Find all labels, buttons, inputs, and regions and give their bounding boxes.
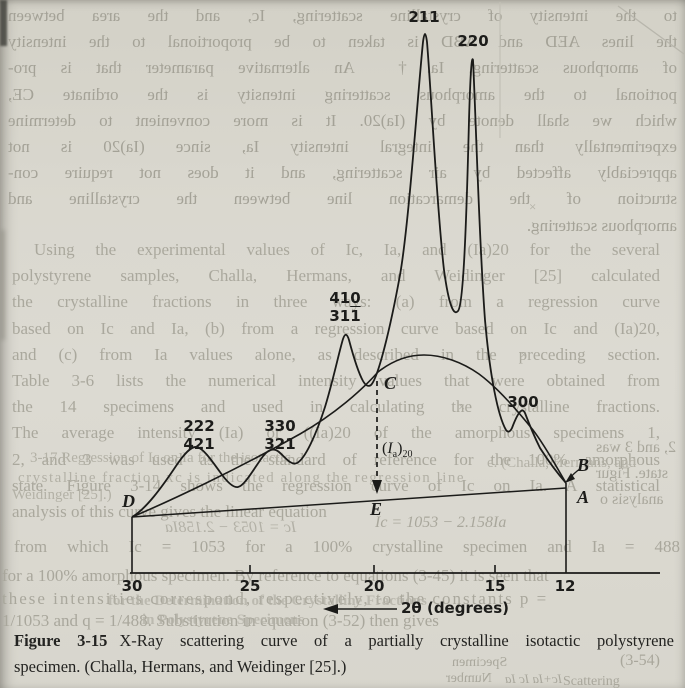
- ghost-table-header: Scattering: [563, 674, 620, 688]
- point-label-B: B: [577, 455, 590, 475]
- ghost-reverse-caption-line2: crystalline fraction xc is indicated alo…: [18, 470, 466, 486]
- arrowhead-E: [372, 480, 382, 494]
- peak-label-421: 421: [183, 435, 215, 453]
- x-tick-25: 25: [239, 577, 261, 595]
- ghost-text-line: the 14 specimens and used in calculating…: [12, 397, 660, 417]
- peak-label-311-main: 31: [329, 307, 351, 325]
- figure-caption-line2: specimen. (Challa, Hermans, and Weidinge…: [14, 657, 347, 676]
- ordinate-label-symbol: I: [387, 440, 393, 457]
- figure-caption-line1: Figure 3-15 X-Ray scattering curve of a p…: [14, 630, 674, 652]
- ghost-text-line: and (c) from Ia values alone, as describ…: [12, 344, 660, 364]
- x-axis-ticks: [249, 565, 496, 573]
- ghost-bottom-line: these intensities correspond, respective…: [2, 589, 549, 608]
- ordinate-label-sub-a: a: [392, 449, 398, 461]
- ghost-text-line: Table 3-6 lists the numerical intensity …: [12, 370, 660, 390]
- ghost-bottom-line: 1/1053 and q = 1/488. Substitution in eq…: [2, 611, 439, 630]
- point-label-D: D: [122, 491, 135, 511]
- ghost-bottom-line: for a 100% amorphous specimen. By refere…: [2, 566, 549, 585]
- figure-caption-text: X-Ray scattering curve of a partially cr…: [119, 631, 675, 650]
- x-tick-20: 20: [363, 577, 385, 595]
- peak-label-300: 300: [507, 393, 539, 411]
- ghost-text-line: based on Ic and Ia, (b) from a regressio…: [12, 318, 660, 338]
- ghost-bottom-line: from which Ic = 1053 for a 100% crystall…: [14, 537, 680, 556]
- ghost-text-line: Using the experimental values of Ic, Ia,…: [34, 240, 660, 259]
- ghost-table-title: for the Determination of the Crystalline…: [108, 593, 427, 609]
- arrowhead-B: [565, 473, 575, 483]
- ordinate-label-paren: (: [382, 440, 388, 457]
- point-label-C: C: [384, 373, 397, 393]
- ghost-text-line: polystyrene samples, Challa, Hermans, an…: [12, 266, 660, 286]
- showthrough-paragraph-2: Using the experimental values of Ic, Ia,…: [12, 237, 660, 525]
- peak-label-321: 321: [264, 435, 296, 453]
- x-tick-30: 30: [121, 577, 143, 595]
- ordinate-label-Ia20: (Ia)20: [382, 440, 412, 460]
- ghost-text-line: The average intensity (Ia) or ((Ia)20 of…: [12, 423, 660, 443]
- ghost-reverse-caption-line1: 3-17 Regression of Ic on Ia for the isot…: [30, 450, 291, 466]
- x-tick-12: 12: [554, 577, 576, 595]
- ghost-diagonal-line: [617, 5, 685, 55]
- peak-label-222: 222: [183, 417, 215, 435]
- figure-caption-tag: Figure 3-15: [14, 631, 108, 650]
- peak-label-211: 211: [408, 8, 440, 26]
- ghost-cross-mark: ×: [520, 347, 528, 362]
- baseline-DA: [131, 487, 567, 518]
- ordinate-label-paren-close: ): [397, 440, 403, 457]
- ghost-cross-mark: ×: [458, 399, 466, 414]
- ghost-text-line: analysis of this curve gives the linear …: [12, 501, 327, 521]
- ghost-equation: Ic = 1053 − 2.158Ia: [375, 514, 507, 531]
- ghost-table-title: in Polystyrene Specimens: [142, 612, 305, 628]
- x-tick-15: 15: [484, 577, 506, 595]
- point-label-E: E: [370, 499, 383, 519]
- ghost-text-line: state. Figure 3-14 shows the regression …: [12, 475, 660, 495]
- page-edge-mark: [0, 0, 7, 46]
- ghost-reverse-caption-line1b: e. (Challa, Hermans, and: [487, 455, 637, 471]
- x-axis-label: 2θ (degrees): [401, 599, 509, 617]
- point-label-A: A: [577, 487, 590, 507]
- ghost-text-line: the crystalline fractions in three ways:…: [12, 292, 660, 312]
- peak-label-410: 410: [329, 289, 361, 307]
- arrowhead-axis: [323, 604, 338, 614]
- ghost-reverse-caption-line3: Weidinger [25].): [12, 487, 112, 503]
- ghost-equation-number: (3-54): [620, 652, 660, 669]
- ghost-text-line: 2, and 3 was used as the standard of ref…: [12, 449, 660, 469]
- peak-label-311-barred-digit: 1: [350, 307, 361, 325]
- peak-label-220: 220: [457, 32, 489, 50]
- peak-label-330: 330: [264, 417, 296, 435]
- peak-label-311bar: 311: [325, 307, 365, 325]
- amorphous-background-curve: [131, 354, 567, 518]
- ordinate-label-sub-20: 20: [402, 449, 413, 461]
- ghost-cross-mark: ×: [529, 199, 537, 214]
- page-edge-smudge: [0, 230, 5, 340]
- scattering-curve: [131, 33, 567, 518]
